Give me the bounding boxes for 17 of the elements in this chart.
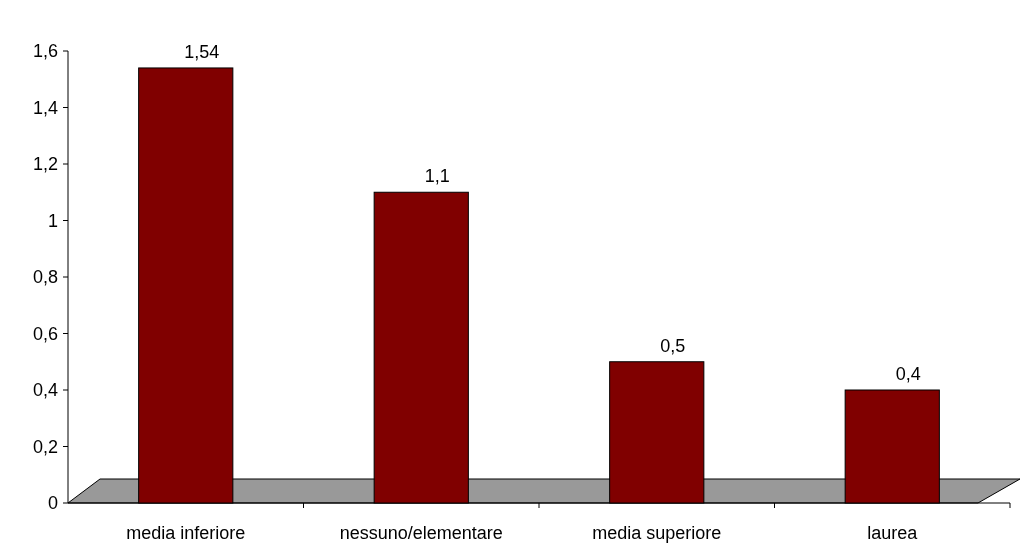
- data-label: 0,5: [660, 335, 686, 356]
- x-tick-label: nessuno/elementare: [339, 523, 503, 543]
- y-tick-label: 0,8: [32, 267, 58, 288]
- data-label: 0,4: [895, 364, 921, 384]
- y-tick-label: 0,2: [32, 436, 58, 457]
- y-tick-label: 0: [47, 493, 58, 514]
- x-tick-label: media superiore: [592, 523, 722, 543]
- y-tick-label: 1,2: [32, 154, 58, 175]
- y-tick-label: 0,6: [32, 323, 58, 344]
- y-tick-label: 1,4: [32, 97, 58, 118]
- data-label: 1,1: [424, 166, 450, 187]
- y-tick-label: 1: [47, 210, 58, 231]
- x-tick-label: media inferiore: [126, 523, 246, 543]
- y-tick-label: 0,4: [32, 380, 58, 401]
- x-tick-label: laurea: [867, 523, 919, 543]
- data-label: 1,54: [184, 41, 220, 62]
- y-tick-label: 1,6: [32, 41, 58, 62]
